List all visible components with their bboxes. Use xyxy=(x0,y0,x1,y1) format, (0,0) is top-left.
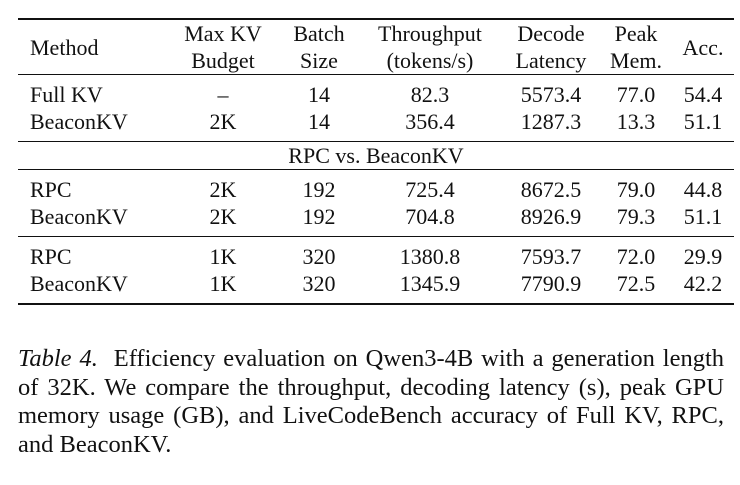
cell-acc: 44.8 xyxy=(672,169,734,203)
cell-budget: 2K xyxy=(209,109,237,134)
cell-throughput: 725.4 xyxy=(358,169,502,203)
efficiency-table: Method Max KV Budget Batch Size Throughput… xyxy=(18,18,734,305)
cell-latency: 7790.9 xyxy=(502,270,600,305)
cell-throughput: 356.4 xyxy=(405,109,455,134)
cell-method: RPC xyxy=(18,169,166,203)
cell-method: BeaconKV xyxy=(30,109,128,134)
cell-method: Full KV xyxy=(18,74,166,108)
cell-throughput: 1345.9 xyxy=(358,270,502,305)
cell-acc: 29.9 xyxy=(672,236,734,270)
cell-mem: 79.0 xyxy=(600,169,672,203)
cell-batch: 320 xyxy=(280,270,358,305)
table-row: Full KV – 14 82.3 5573.4 77.0 54.4 xyxy=(18,74,734,108)
cell-budget: 2K xyxy=(209,204,237,229)
cell-latency: 8672.5 xyxy=(502,169,600,203)
cell-mem: 77.0 xyxy=(600,74,672,108)
table-row: RPC 2K 192 725.4 8672.5 79.0 44.8 xyxy=(18,169,734,203)
cell-batch: 192 xyxy=(302,204,336,229)
cell-mem: 72.0 xyxy=(600,236,672,270)
cell-method: BeaconKV xyxy=(18,270,166,305)
caption-text: Efficiency evaluation on Qwen3-4B with a… xyxy=(18,345,724,458)
cell-throughput: 82.3 xyxy=(358,74,502,108)
cell-throughput: 1380.8 xyxy=(358,236,502,270)
section-row: RPC vs. BeaconKV xyxy=(18,141,734,170)
header-accuracy: Acc. xyxy=(672,18,734,75)
cell-mem: 79.3 xyxy=(616,204,656,229)
cell-budget: 2K xyxy=(166,169,280,203)
cell-latency: 8926.9 xyxy=(520,204,582,229)
cell-throughput: 704.8 xyxy=(405,204,455,229)
cell-batch: 320 xyxy=(280,236,358,270)
cell-method: RPC xyxy=(18,236,166,270)
section-label: RPC vs. BeaconKV xyxy=(18,141,734,170)
cell-budget: 1K xyxy=(166,236,280,270)
caption-label: Table 4. xyxy=(18,345,98,372)
header-decode-latency: Decode Latency xyxy=(502,18,600,75)
cell-acc: 42.2 xyxy=(672,270,734,305)
cell-acc: 54.4 xyxy=(672,74,734,108)
table-row: BeaconKV 2K 192 704.8 8926.9 79.3 51.1 xyxy=(18,203,734,237)
cell-batch: 14 xyxy=(280,74,358,108)
cell-acc: 51.1 xyxy=(683,109,723,134)
cell-budget: – xyxy=(166,74,280,108)
header-peak-mem: Peak Mem. xyxy=(600,18,672,75)
cell-budget: 1K xyxy=(166,270,280,305)
cell-acc: 51.1 xyxy=(683,204,723,229)
cell-method: BeaconKV xyxy=(30,204,128,229)
cell-batch: 14 xyxy=(308,109,330,134)
cell-mem: 72.5 xyxy=(600,270,672,305)
table-caption: Table 4. Efficiency evaluation on Qwen3-… xyxy=(18,345,724,459)
table-row: BeaconKV 2K 14 356.4 1287.3 13.3 51.1 xyxy=(18,108,734,142)
table-row: BeaconKV 1K 320 1345.9 7790.9 72.5 42.2 xyxy=(18,270,734,305)
header-method: Method xyxy=(18,18,166,75)
cell-latency: 5573.4 xyxy=(502,74,600,108)
cell-latency: 1287.3 xyxy=(520,109,582,134)
header-throughput: Throughput (tokens/s) xyxy=(358,18,502,75)
table-row: RPC 1K 320 1380.8 7593.7 72.0 29.9 xyxy=(18,236,734,270)
cell-batch: 192 xyxy=(280,169,358,203)
cell-latency: 7593.7 xyxy=(502,236,600,270)
header-batch-size: Batch Size xyxy=(280,18,358,75)
table-header-row: Method Max KV Budget Batch Size Throughput… xyxy=(18,18,734,75)
cell-mem: 13.3 xyxy=(616,109,656,134)
header-max-kv-budget: Max KV Budget xyxy=(166,18,280,75)
